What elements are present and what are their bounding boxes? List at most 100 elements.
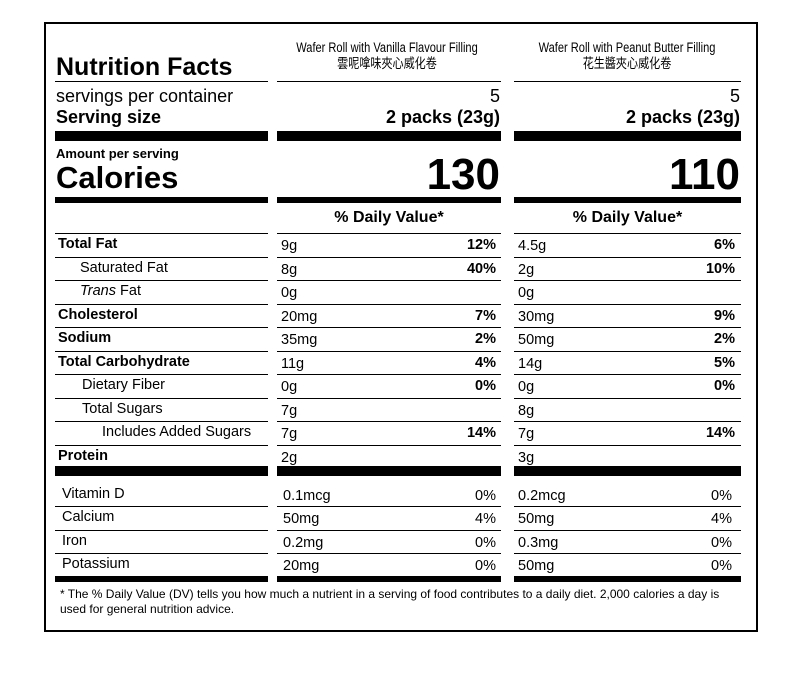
row-divider — [514, 303, 741, 305]
product-1-protein-amount: 2g — [281, 449, 298, 466]
potassium-label: Potassium — [62, 555, 130, 572]
row-divider — [514, 327, 741, 328]
label-title: Nutrition Facts — [56, 53, 233, 81]
product-1-added-sugars-dv: 14% — [466, 425, 496, 441]
sodium-label: Sodium — [58, 330, 112, 346]
thick-bar — [514, 131, 741, 141]
product-1-name: Wafer Roll with Vanilla Flavour Filling … — [285, 40, 490, 72]
product-2-sodium-amount: 50mg — [518, 332, 555, 348]
row-divider — [514, 350, 741, 352]
product-1-trans-fat-amount: 0g — [281, 285, 298, 301]
row-divider — [55, 374, 268, 375]
product-1-vitamin-d-amount: 0.1mcg — [283, 488, 331, 504]
product-1-saturated-fat-amount: 8g — [281, 261, 298, 278]
row-divider — [514, 280, 741, 281]
product-2-dietary-fiber-dv: 0% — [714, 378, 735, 394]
row-divider — [514, 233, 741, 234]
iron-label: Iron — [62, 532, 87, 549]
row-divider — [277, 350, 501, 352]
product-2-total-carbohydrate-dv: 5% — [714, 354, 735, 371]
product-1-cholesterol-amount: 20mg — [281, 308, 318, 325]
thick-bar — [514, 466, 741, 476]
row-divider — [514, 256, 741, 258]
row-divider — [55, 280, 268, 281]
product-1-added-sugars-amount: 7g — [281, 426, 298, 442]
thick-bar — [277, 466, 501, 476]
product-2-calcium-amount: 50mg — [518, 511, 555, 528]
product-2-iron-dv: 0% — [711, 534, 732, 551]
product-2-name: Wafer Roll with Peanut Butter Filling 花生… — [525, 40, 730, 72]
medium-bar — [514, 197, 741, 203]
row-divider — [514, 374, 741, 375]
product-1-servings: 5 — [489, 86, 500, 106]
product-1-total-sugars-amount: 7g — [281, 402, 298, 419]
product-2-servings: 5 — [729, 86, 740, 106]
vitamin-d-label: Vitamin D — [62, 486, 125, 502]
product-2-dietary-fiber-amount: 0g — [518, 379, 535, 395]
product-1-iron-amount: 0.2mg — [283, 534, 324, 551]
product-1-vitamin-d-dv: 0% — [475, 488, 496, 504]
calcium-label: Calcium — [62, 509, 115, 526]
row-divider — [55, 421, 268, 422]
total-sugars-label: Total Sugars — [82, 400, 163, 417]
row-divider — [514, 529, 741, 531]
product-1-total-carbohydrate-amount: 11g — [281, 355, 305, 372]
row-divider — [277, 397, 501, 399]
row-divider — [55, 529, 268, 531]
product-2-saturated-fat-dv: 10% — [705, 260, 735, 277]
product-1-cholesterol-dv: 7% — [475, 307, 496, 324]
product-2-name-zh: 花生醬夾心威化卷 — [582, 56, 672, 71]
trans-fat-label: Trans Fat — [80, 283, 141, 299]
product-2-potassium-dv: 0% — [711, 557, 732, 574]
added-sugars-label: Includes Added Sugars — [102, 424, 252, 440]
product-2-dv-header: % Daily Value* — [572, 209, 683, 226]
product-1-calories: 130 — [426, 150, 500, 199]
row-divider — [55, 397, 268, 399]
amount-per-serving: Amount per serving — [56, 146, 179, 161]
product-1-potassium-dv: 0% — [475, 557, 496, 574]
row-divider — [277, 327, 501, 328]
product-1-dv-header: % Daily Value* — [334, 209, 444, 226]
product-2-calories: 110 — [669, 150, 740, 199]
medium-bar — [277, 576, 501, 582]
row-divider — [277, 444, 501, 446]
product-1-dietary-fiber-amount: 0g — [281, 379, 298, 395]
row-divider — [55, 233, 268, 234]
product-1-total-fat-amount: 9g — [281, 238, 298, 254]
row-divider — [55, 350, 268, 352]
row-divider — [277, 421, 501, 422]
product-2-cholesterol-amount: 30mg — [518, 308, 555, 325]
saturated-fat-label: Saturated Fat — [80, 259, 168, 276]
product-2-added-sugars-dv: 14% — [705, 425, 735, 441]
total-carbohydrate-label: Total Carbohydrate — [58, 353, 190, 370]
product-2-cholesterol-dv: 9% — [714, 307, 735, 324]
row-divider — [514, 506, 741, 508]
servings-label: servings per container — [56, 86, 234, 106]
dietary-fiber-label: Dietary Fiber — [82, 377, 165, 393]
product-1-name-zh: 雲呢嗱味夾心威化卷 — [337, 56, 437, 71]
divider — [55, 81, 268, 82]
product-2-potassium-amount: 50mg — [518, 557, 555, 574]
footnote: * The % Daily Value (DV) tells you how m… — [60, 587, 720, 616]
product-2-protein-amount: 3g — [518, 449, 535, 466]
row-divider — [55, 552, 268, 554]
thick-bar — [55, 131, 268, 141]
product-2-trans-fat-amount: 0g — [518, 285, 535, 301]
protein-label: Protein — [58, 447, 108, 464]
row-divider — [277, 256, 501, 258]
calories-label: Calories — [56, 160, 179, 195]
product-1-total-fat-dv: 12% — [466, 237, 496, 253]
row-divider — [55, 506, 268, 508]
product-1-potassium-amount: 20mg — [283, 557, 320, 574]
row-divider — [55, 327, 268, 328]
serving-size-label: Serving size — [56, 107, 162, 127]
product-2-vitamin-d-amount: 0.2mcg — [518, 488, 566, 504]
medium-bar — [55, 197, 268, 203]
row-divider — [55, 444, 268, 446]
product-2-vitamin-d-dv: 0% — [711, 488, 732, 504]
row-divider — [55, 256, 268, 258]
row-divider — [55, 303, 268, 305]
product-1-dietary-fiber-dv: 0% — [475, 378, 496, 394]
trans-italic: Trans — [80, 283, 116, 299]
product-2-calcium-dv: 4% — [711, 511, 732, 528]
